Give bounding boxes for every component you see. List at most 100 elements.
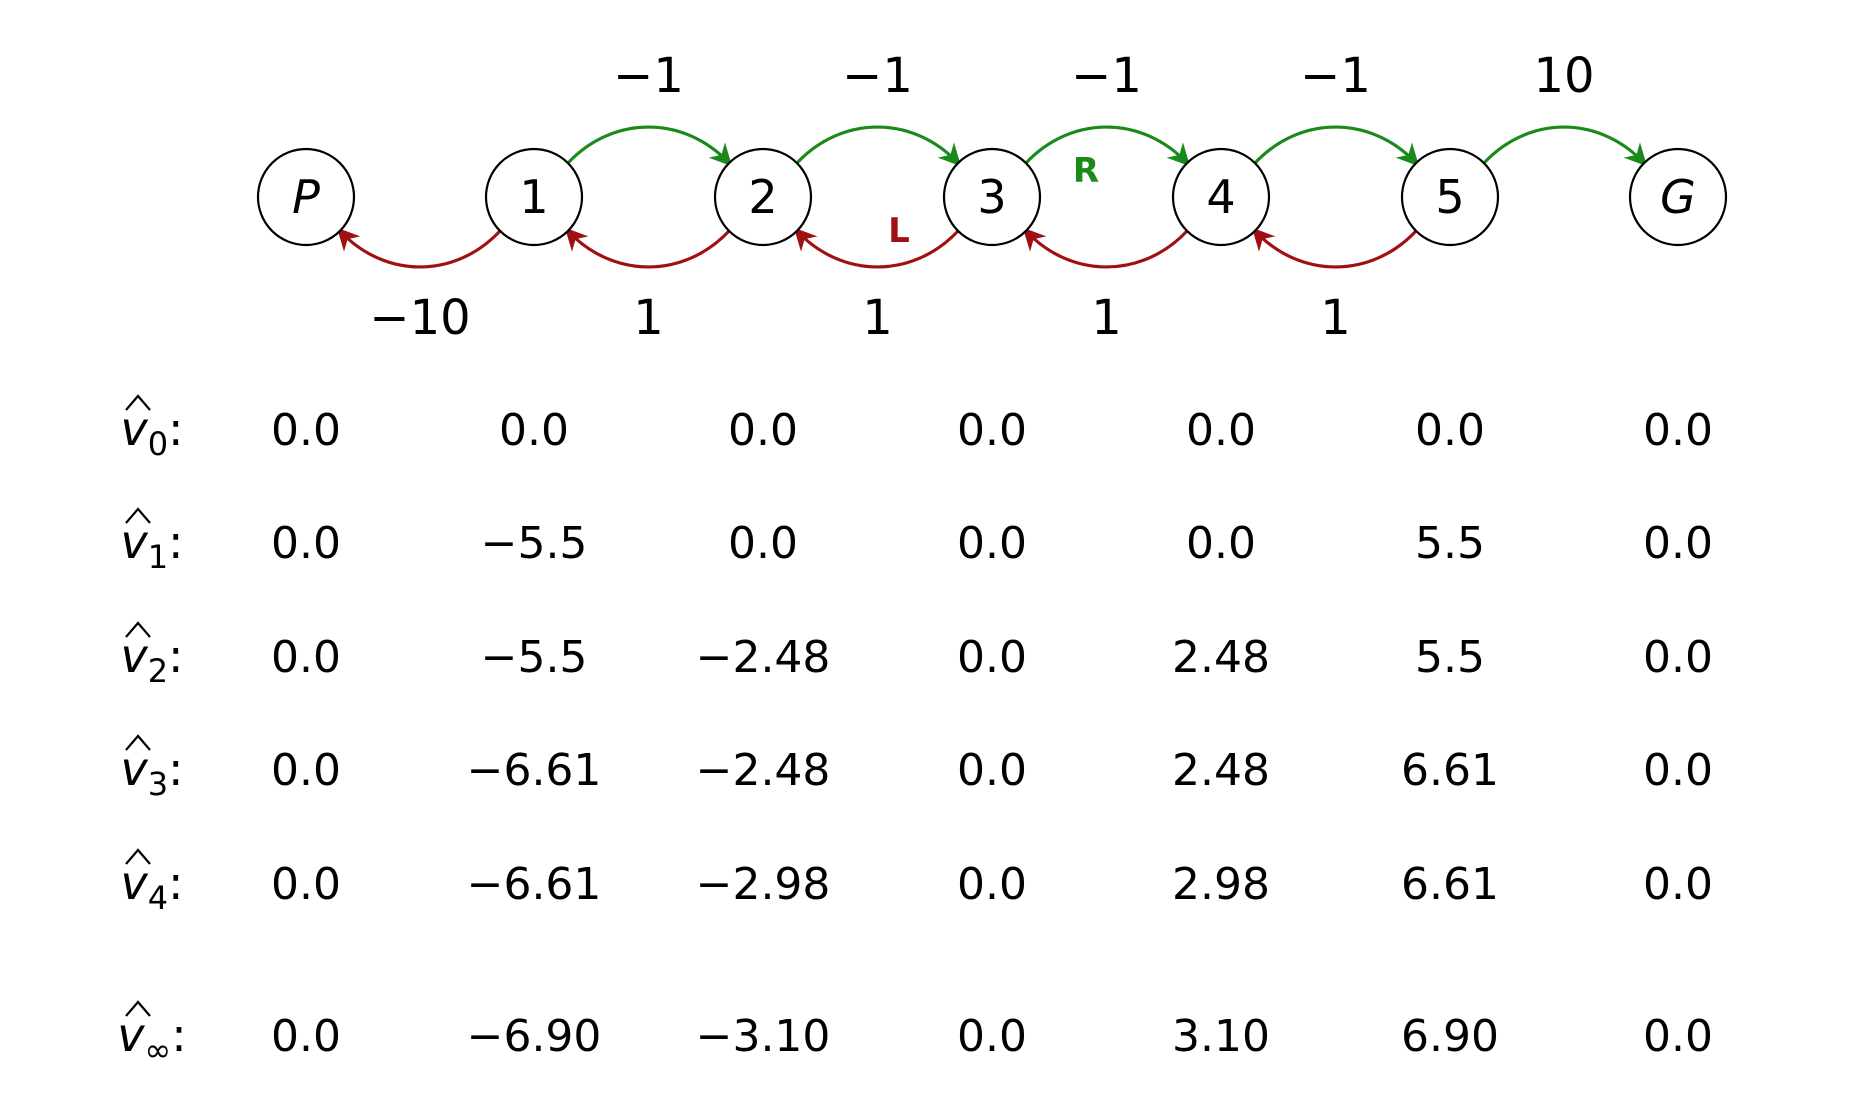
state-node-5 [1400, 147, 1500, 247]
value-cell: 3.10 [1172, 1011, 1270, 1062]
value-subscript: 3 [148, 765, 168, 803]
value-table: v0: 0.0 0.0 0.0 0.0 0.0 0.0 0.0v1: 0.0 −5.5 0.0 0.0… [117, 394, 1713, 1069]
left-transition-arrow [564, 227, 731, 269]
value-subscript: 2 [148, 652, 168, 690]
transition-arrows [336, 125, 1648, 269]
value-cell: 5.5 [1415, 518, 1485, 569]
value-cell: 0.0 [1415, 405, 1485, 456]
state-node-G [1628, 147, 1728, 247]
value-cell: 0.0 [1643, 518, 1713, 569]
value-cell: 0.0 [271, 518, 341, 569]
value-cell: 0.0 [728, 518, 798, 569]
value-colon: : [168, 402, 184, 456]
value-cell: 0.0 [957, 1011, 1027, 1062]
left-reward-label: −10 [369, 290, 470, 346]
value-row-label: v1: [120, 515, 183, 576]
left-transition-arrow [336, 227, 502, 269]
state-node-P [256, 147, 356, 247]
value-cell: 2.48 [1172, 745, 1270, 796]
state-node-3 [942, 147, 1042, 247]
state-node-label: P [292, 170, 320, 224]
value-cell: 0.0 [1643, 859, 1713, 910]
hat-accent [125, 394, 151, 411]
hat-accent [125, 507, 151, 524]
right-reward-label: −1 [613, 48, 684, 104]
action-labels: RL [888, 151, 1099, 251]
value-colon: : [168, 742, 184, 796]
value-cell: −6.90 [467, 1011, 602, 1062]
value-colon: : [171, 1008, 187, 1062]
value-row-label: v∞: [117, 1008, 186, 1069]
value-cell: −2.48 [696, 632, 831, 683]
hat-accent [125, 1000, 151, 1017]
value-cell: −5.5 [481, 518, 588, 569]
value-symbol: v [120, 742, 148, 796]
value-cell: 0.0 [271, 859, 341, 910]
value-cell: 0.0 [1643, 405, 1713, 456]
hat-accent [125, 621, 151, 638]
value-row-label: v2: [120, 629, 183, 690]
left-transition-arrow [1022, 227, 1189, 269]
value-cell: 0.0 [957, 518, 1027, 569]
value-row-label: v0: [120, 402, 183, 463]
value-cell: 0.0 [1186, 405, 1256, 456]
value-symbol: v [120, 515, 148, 569]
right-transition-arrow [566, 125, 733, 167]
value-cell: 6.61 [1401, 859, 1499, 910]
value-cell: −2.98 [696, 859, 831, 910]
reward-labels: −1 −1 −1 −1 10 −10 1 1 1 1 [369, 48, 1594, 346]
value-symbol: v [120, 402, 148, 456]
value-cell: 0.0 [1643, 632, 1713, 683]
value-cell: 0.0 [271, 405, 341, 456]
value-cell: 0.0 [271, 745, 341, 796]
value-colon: : [168, 629, 184, 683]
right-transition-arrow [1482, 125, 1648, 167]
value-cell: −2.48 [696, 745, 831, 796]
left-reward-label: 1 [862, 290, 893, 346]
value-cell: 0.0 [1186, 518, 1256, 569]
right-transition-arrow [795, 125, 962, 167]
value-cell: 0.0 [1643, 745, 1713, 796]
hat-accent [125, 848, 151, 865]
state-node-4 [1171, 147, 1271, 247]
action-right-label: R [1073, 151, 1099, 191]
value-cell: −5.5 [481, 632, 588, 683]
value-row-label: v3: [120, 742, 183, 803]
value-cell: 0.0 [499, 405, 569, 456]
value-symbol: v [120, 856, 148, 910]
value-symbol: v [120, 629, 148, 683]
state-nodes: P 1 2 3 4 5 G [256, 147, 1728, 247]
value-cell: −6.61 [467, 859, 602, 910]
value-cell: −3.10 [696, 1011, 831, 1062]
value-cell: 5.5 [1415, 632, 1485, 683]
value-cell: 0.0 [1643, 1011, 1713, 1062]
state-node-label: 3 [977, 170, 1006, 224]
value-cell: 0.0 [957, 859, 1027, 910]
value-cell: 2.98 [1172, 859, 1270, 910]
state-node-label: 1 [519, 170, 548, 224]
value-subscript: ∞ [145, 1031, 172, 1069]
value-subscript: 1 [148, 538, 168, 576]
left-reward-label: 1 [1320, 290, 1351, 346]
left-reward-label: 1 [633, 290, 664, 346]
right-reward-label: 10 [1533, 48, 1594, 104]
left-transition-arrow [793, 227, 960, 269]
value-cell: 0.0 [957, 405, 1027, 456]
value-cell: 0.0 [271, 632, 341, 683]
value-cell: 2.48 [1172, 632, 1270, 683]
value-cell: 0.0 [957, 745, 1027, 796]
value-cell: 0.0 [271, 1011, 341, 1062]
state-node-label: 2 [748, 170, 777, 224]
state-node-2 [713, 147, 813, 247]
right-reward-label: −1 [1071, 48, 1142, 104]
right-transition-arrow [1024, 125, 1191, 167]
value-row-label: v4: [120, 856, 183, 917]
value-cell: 6.90 [1401, 1011, 1499, 1062]
value-cell: 6.61 [1401, 745, 1499, 796]
value-cell: 0.0 [957, 632, 1027, 683]
left-transition-arrow [1251, 227, 1418, 269]
state-node-1 [484, 147, 584, 247]
value-subscript: 4 [148, 879, 168, 917]
